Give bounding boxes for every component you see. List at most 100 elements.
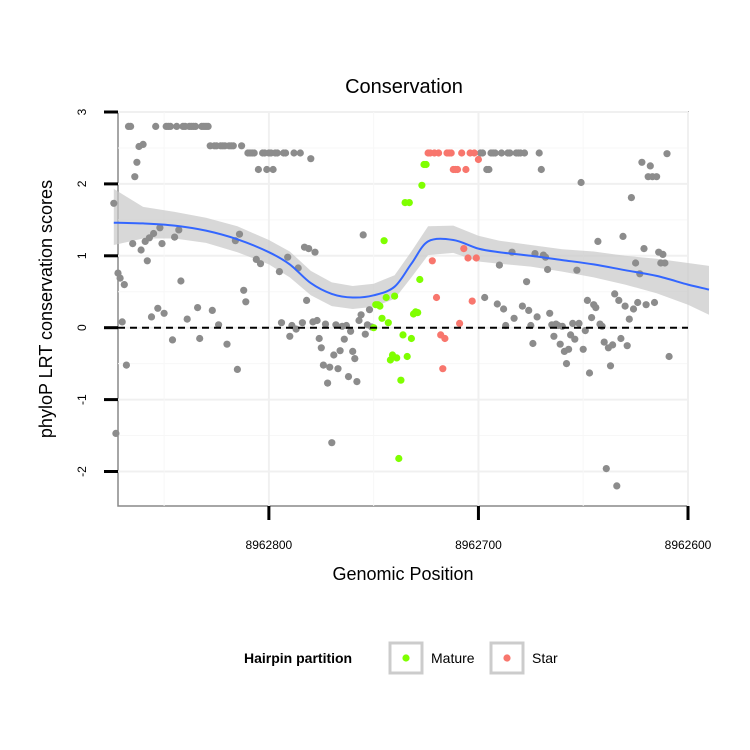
legend-label-mature: Mature — [431, 650, 475, 666]
data-point-other — [359, 231, 367, 239]
data-point-other — [493, 300, 501, 308]
data-point-other — [640, 245, 648, 253]
data-point-other — [523, 278, 531, 286]
data-point-mature — [397, 376, 405, 384]
data-point-other — [585, 369, 594, 377]
data-point-other — [495, 261, 503, 269]
data-point-other — [627, 194, 636, 202]
data-point-other — [602, 465, 610, 473]
data-point-other — [634, 298, 642, 307]
data-point-mature — [416, 275, 424, 284]
data-point-other — [653, 173, 661, 181]
data-point-other — [235, 230, 244, 238]
data-point-other — [137, 246, 145, 254]
data-point-other — [556, 340, 564, 348]
data-point-other — [116, 274, 124, 282]
data-point-other — [233, 365, 241, 373]
data-point-mature — [422, 160, 430, 169]
data-point-other — [571, 335, 579, 343]
legend-title: Hairpin partition — [244, 650, 352, 666]
data-point-other — [215, 321, 223, 329]
data-point-other — [204, 122, 212, 130]
data-point-other — [122, 361, 130, 369]
data-point-star — [432, 293, 441, 302]
data-point-mature — [391, 292, 399, 300]
data-point-star — [441, 334, 449, 343]
data-point-other — [613, 482, 621, 490]
x-axis: 8962800 8962700 8962600 — [246, 506, 712, 552]
data-point-other — [491, 149, 499, 157]
data-point-other — [529, 339, 537, 348]
data-point-other — [238, 142, 246, 150]
data-point-other — [347, 327, 355, 335]
data-point-other — [349, 347, 357, 355]
data-point-other — [600, 338, 608, 346]
y-tick-label: 1 — [75, 252, 89, 259]
data-point-other — [573, 266, 581, 274]
data-point-mature — [384, 319, 392, 327]
legend-label-star: Star — [532, 650, 558, 666]
plot-panel — [110, 111, 710, 507]
data-point-other — [330, 351, 338, 359]
data-point-star — [460, 245, 468, 253]
data-point-other — [194, 304, 202, 312]
data-point-mature — [414, 309, 422, 317]
legend-key-mature — [388, 641, 424, 675]
data-point-other — [118, 318, 126, 326]
data-point-other — [286, 332, 294, 340]
data-point-other — [171, 233, 179, 241]
data-point-other — [158, 240, 166, 248]
data-point-mature — [380, 237, 388, 245]
x-axis-label: Genomic Position — [332, 564, 473, 584]
data-point-other — [168, 336, 177, 344]
grid — [118, 111, 689, 506]
data-point-other — [562, 360, 571, 368]
data-point-other — [365, 306, 374, 314]
data-point-mature — [405, 199, 413, 207]
data-point-other — [120, 281, 128, 289]
data-point-other — [594, 237, 602, 245]
x-tick-label: 8962700 — [455, 538, 502, 552]
data-point-other — [315, 334, 323, 343]
data-point-other — [296, 149, 304, 157]
data-point-other — [485, 165, 493, 174]
data-point-other — [661, 259, 669, 267]
data-point-other — [611, 290, 619, 298]
data-point-other — [579, 345, 587, 353]
data-point-star — [453, 165, 462, 174]
smooth-layer — [113, 221, 710, 299]
data-point-other — [112, 429, 120, 437]
data-point-mature — [378, 314, 386, 322]
data-point-star — [456, 319, 464, 327]
data-point-mature — [376, 302, 384, 310]
data-point-other — [588, 314, 596, 322]
data-point-star — [439, 365, 447, 373]
data-point-other — [147, 313, 156, 321]
data-point-other — [263, 165, 271, 174]
data-point-other — [598, 322, 606, 330]
data-point-other — [621, 302, 629, 310]
data-point-other — [623, 342, 631, 350]
data-point-other — [328, 439, 336, 447]
data-point-other — [326, 363, 334, 371]
data-point-other — [520, 149, 529, 157]
legend: Hairpin partition Mature Star — [244, 641, 558, 675]
confidence-band-area — [113, 188, 710, 315]
data-point-other — [619, 232, 627, 240]
data-point-other — [284, 253, 292, 261]
data-point-other — [317, 344, 325, 352]
data-point-other — [642, 301, 650, 309]
data-point-other — [313, 316, 321, 325]
data-point-other — [307, 155, 315, 163]
data-point-star — [472, 254, 480, 262]
data-point-other — [355, 316, 363, 325]
data-point-other — [242, 298, 250, 306]
data-point-other — [229, 142, 237, 150]
data-point-other — [269, 165, 277, 174]
data-point-other — [632, 259, 640, 267]
data-point-other — [160, 309, 168, 317]
data-point-other — [583, 296, 592, 304]
data-point-other — [340, 335, 348, 343]
data-point-other — [321, 320, 330, 328]
data-point-other — [254, 165, 262, 174]
